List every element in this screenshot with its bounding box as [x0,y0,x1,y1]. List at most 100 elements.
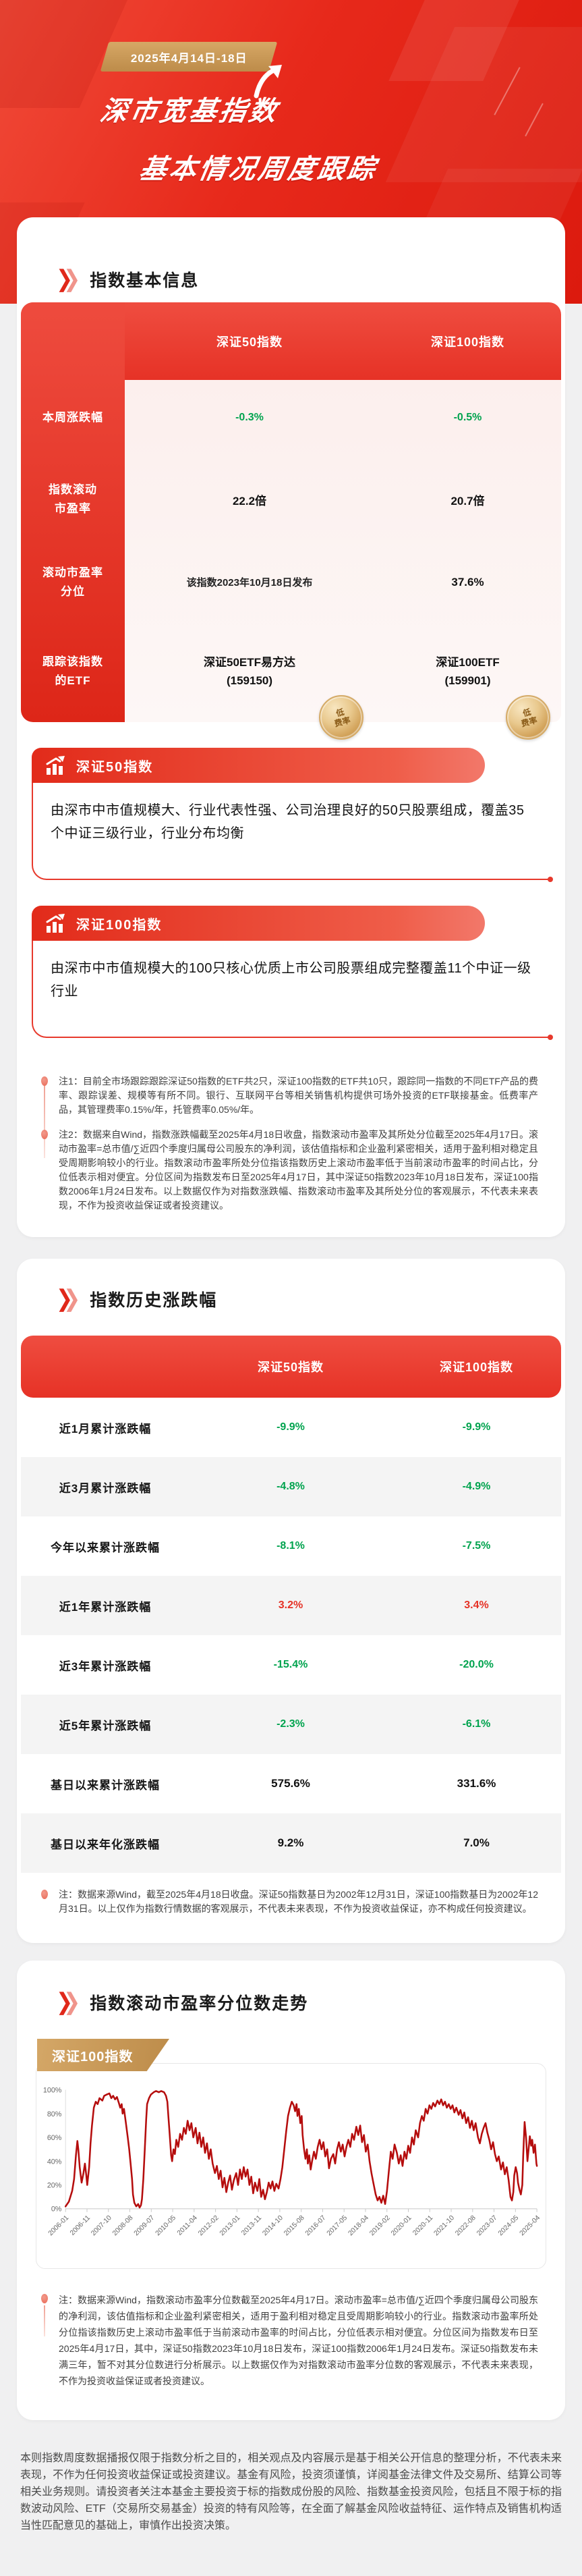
up-trend-arrow-icon [254,65,282,99]
chart-series-tag: 深证100指数 [37,2039,169,2071]
svg-text:2008-08: 2008-08 [111,2214,135,2238]
svg-text:100%: 100% [43,2087,62,2095]
table-row: 近1月累计涨跌幅 -9.9% -9.9% [59,1421,491,1435]
pe-sz100: 20.7倍 [450,494,485,508]
table1-corner-cell [21,302,125,380]
table-row: 基日以来年化涨跌幅 9.2% 7.0% [21,1813,561,1873]
sz50-banner-title: 深证50指数 [76,759,154,775]
card-index-basic-info: ❯ ❯ 指数基本信息 深证50指数 深证100指数 本周涨跌幅 -0.3% -0.… [17,217,565,1237]
note-2: 注2：数据来自Wind，指数涨跌幅截至2025年4月18日收盘，指数滚动市盈率及… [41,1128,538,1213]
table-row: 今年以来累计涨跌幅 -8.1% -7.5% [51,1540,491,1554]
svg-text:2014-10: 2014-10 [261,2214,285,2238]
svg-text:2023-07: 2023-07 [475,2214,499,2238]
pe-percentile-chart-panel: 0% 20% 40% 60% 80% 100% 2006-01 2006-11 2007-10 2… [36,2063,546,2269]
svg-text:2015-08: 2015-08 [283,2214,306,2238]
history-returns-table: 深证50指数 深证100指数 近1月累计涨跌幅 -9.9% -9.9% 近3月累… [21,1336,561,1873]
table2-col-header-sz100: 深证100指数 [439,1361,514,1374]
svg-text:2016-07: 2016-07 [304,2214,328,2238]
section3-title: 指数滚动市盈率分位数走势 [90,1994,309,2013]
etf-sz100-name: 深证100ETF [436,656,500,669]
table1-col-header-sz50: 深证50指数 [216,335,283,349]
sz100-banner-title: 深证100指数 [76,917,163,933]
table-row: 近5年累计涨跌幅 -2.3% -6.1% [21,1695,561,1754]
section3-header: ❯ ❯ 指数滚动市盈率分位数走势 [17,1990,565,2015]
etf-sz100: 深证100ETF (159901) 低 费率 [374,621,561,740]
svg-text:2022-08: 2022-08 [454,2214,477,2238]
chevron-icon: ❯ ❯ [56,1286,81,1312]
table1-row-label-etf: 跟踪该指数 的ETF [42,655,103,687]
svg-text:2013-01: 2013-01 [219,2214,242,2238]
table-row: 近1年累计涨跌幅 3.2% 3.4% [21,1576,561,1635]
section2-header: ❯ ❯ 指数历史涨跌幅 [17,1287,565,1311]
weekly-change-sz50: -0.3% [235,412,264,423]
table2-col-header-sz50: 深证50指数 [257,1361,324,1374]
table1-background [21,302,561,722]
svg-text:2020-01: 2020-01 [390,2214,413,2238]
footer-disclaimer: 本则指数周度数据播报仅限于指数分析之目的，相关观点及内容展示是基于相关公开信息的… [20,2452,562,2531]
chevron-icon: ❯ ❯ [56,266,81,292]
basic-info-table: 深证50指数 深证100指数 本周涨跌幅 -0.3% -0.5% 指数滚动 市盈… [21,302,561,740]
section2-notes: 注：数据来源Wind，截至2025年4月18日收盘。深证50指数基日为2002年… [41,1888,538,1916]
table-row: 基日以来累计涨跌幅 575.6% 331.6% [51,1777,496,1792]
pe-sz50: 22.2倍 [232,494,267,508]
chart-note: 注：数据来源Wind，指数滚动市盈率分位数截至2025年4月17日。滚动市盈率=… [41,2292,538,2389]
svg-text:2019-02: 2019-02 [368,2214,392,2238]
svg-text:20%: 20% [47,2182,62,2190]
pe-percentile-sz100: 37.6% [451,575,484,588]
section1-header: ❯ ❯ 指数基本信息 [17,267,565,292]
note-1: 注1：目前全市场跟踪跟踪深证50指数的ETF共2只，深证100指数的ETF共10… [41,1074,538,1117]
section2-title: 指数历史涨跌幅 [90,1291,218,1310]
etf-sz50-name: 深证50ETF易方达 [203,656,296,669]
svg-text:2024-05: 2024-05 [497,2214,521,2238]
table1-row-label-pe: 指数滚动 市盈率 [49,483,97,515]
etf-sz50: 深证50ETF易方达 (159150) 低 费率 [125,621,374,740]
svg-text:80%: 80% [47,2110,62,2118]
svg-text:2011-04: 2011-04 [176,2214,199,2237]
etf-sz100-code: (159901) [444,674,491,687]
table-row: 近3月累计涨跌幅 -4.8% -4.9% [21,1457,561,1516]
svg-text:2006-01: 2006-01 [47,2214,71,2238]
svg-text:0%: 0% [51,2205,62,2214]
sz50-banner: 深证50指数 [32,748,485,783]
low-fee-seal-icon: 低 费率 [506,695,550,740]
chevron-icon: ❯ ❯ [56,1989,81,2015]
table1-row-label-pe-percentile: 滚动市盈率 分位 [42,566,103,598]
table1-col-header-sz100: 深证100指数 [430,335,505,349]
svg-text:2018-04: 2018-04 [347,2214,371,2238]
svg-text:2009-07: 2009-07 [133,2214,156,2238]
section1-title: 指数基本信息 [90,271,200,290]
bar-chart-arrow-icon [46,756,65,775]
low-fee-seal-icon: 低 费率 [319,695,363,740]
svg-text:60%: 60% [47,2134,62,2142]
etf-sz50-code: (159150) [226,674,273,687]
svg-text:2013-11: 2013-11 [240,2214,263,2237]
section1-notes: 注1：目前全市场跟踪跟踪深证50指数的ETF共2只，深证100指数的ETF共10… [41,1074,538,1213]
table-row: 近3年累计涨跌幅 -15.4% -20.0% [59,1659,494,1673]
subcard-sz50: 深证50指数 由深市中市值规模大、行业代表性强、公司治理良好的50只股票组成，覆… [32,748,553,882]
svg-text:2017-05: 2017-05 [326,2214,349,2238]
bar-chart-arrow-icon [46,914,65,933]
weekly-change-sz100: -0.5% [453,412,482,423]
sz100-banner: 深证100指数 [32,906,485,941]
sz100-description: 由深市中市值规模大的100只核心优质上市公司股票组成完整覆盖11个中证一级行业 [51,961,531,999]
pe-percentile-sz50: 该指数2023年10月18日发布 [186,577,313,588]
notes-rail [44,1084,45,1158]
date-badge-label: 2025年4月14日-18日 [130,51,248,65]
pe-percentile-line-chart: 0%20%40%60%80%100%2006-012006-112007-102… [43,2087,542,2238]
svg-text:40%: 40% [47,2158,62,2166]
svg-text:2025-04: 2025-04 [519,2214,540,2238]
section3-notes: 注：数据来源Wind，指数滚动市盈率分位数截至2025年4月17日。滚动市盈率=… [41,2292,538,2389]
svg-text:2007-10: 2007-10 [90,2214,113,2238]
svg-text:2021-10: 2021-10 [433,2214,457,2238]
svg-text:2020-11: 2020-11 [411,2214,434,2237]
page-title-line2: 基本情况周度跟踪 [137,155,380,184]
svg-text:2012-02: 2012-02 [197,2214,221,2238]
svg-text:2010-05: 2010-05 [154,2214,178,2238]
table2-header: 深证50指数 深证100指数 [21,1336,561,1398]
svg-text:2006-11: 2006-11 [69,2214,92,2237]
table2-note: 注：数据来源Wind，截至2025年4月18日收盘。深证50指数基日为2002年… [41,1888,538,1916]
card-pe-percentile-trend: ❯ ❯ 指数滚动市盈率分位数走势 深证100指数 0% 20% 40% 60% 80% 10… [17,1961,565,2420]
table1-row-label-weekly-change: 本周涨跌幅 [42,411,103,424]
card-history-returns: ❯ ❯ 指数历史涨跌幅 深证50指数 深证100指数 近1月累计涨跌幅 -9.9%… [17,1259,565,1943]
